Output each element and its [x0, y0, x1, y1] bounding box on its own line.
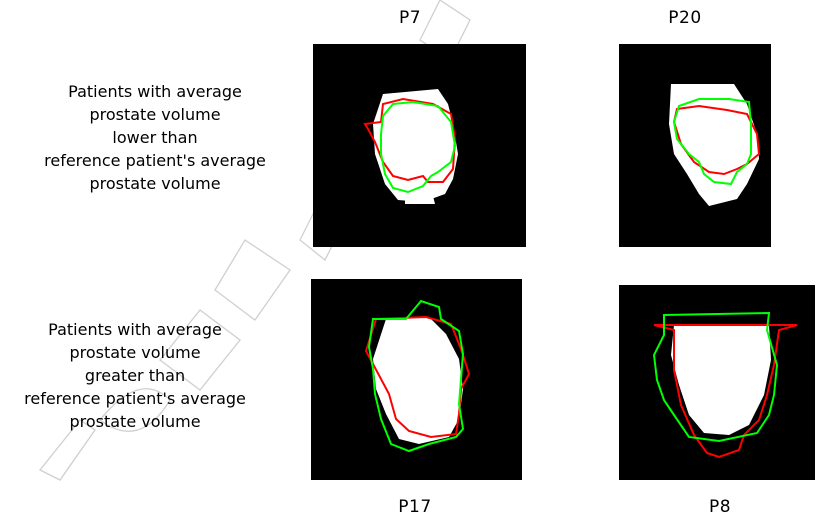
contour-red — [653, 324, 798, 459]
row-label-greater-line: Patients with average — [48, 320, 222, 339]
prostate-region — [669, 84, 759, 206]
panel-label-p20: P20 — [668, 8, 702, 28]
prostate-region — [373, 89, 458, 204]
panel-label-p7: P7 — [398, 8, 422, 28]
row-label-greater-line: greater than — [84, 366, 186, 385]
row-label-greater-line: reference patient's average — [24, 389, 246, 408]
row-label-lower-line: prostate volume — [89, 174, 221, 193]
image-panel-p7 — [313, 44, 526, 247]
image-panel-p8 — [619, 285, 815, 480]
image-panel-p20 — [619, 44, 771, 247]
contour-red — [364, 315, 471, 439]
row-label-greater-line: prostate volume — [69, 412, 201, 431]
contour-green — [652, 311, 779, 443]
row-label-lower-line: prostate volume — [89, 105, 221, 124]
row-label-greater-line: prostate volume — [69, 343, 201, 362]
panel-label-p17: P17 — [398, 497, 432, 517]
image-panel-p17 — [311, 279, 522, 480]
row-label-lower-line: Patients with average — [68, 82, 242, 101]
contour-green — [672, 98, 752, 186]
contour-green — [367, 299, 465, 453]
prostate-region — [671, 325, 771, 435]
row-label-greater: Patients with average prostate volume gr… — [0, 318, 295, 433]
row-label-lower-line: reference patient's average — [44, 151, 266, 170]
prostate-region — [373, 317, 463, 444]
row-label-lower-line: lower than — [112, 128, 198, 147]
row-label-lower: Patients with average prostate volume lo… — [0, 80, 315, 195]
panel-label-p8: P8 — [708, 497, 732, 517]
contour-green — [380, 100, 457, 194]
